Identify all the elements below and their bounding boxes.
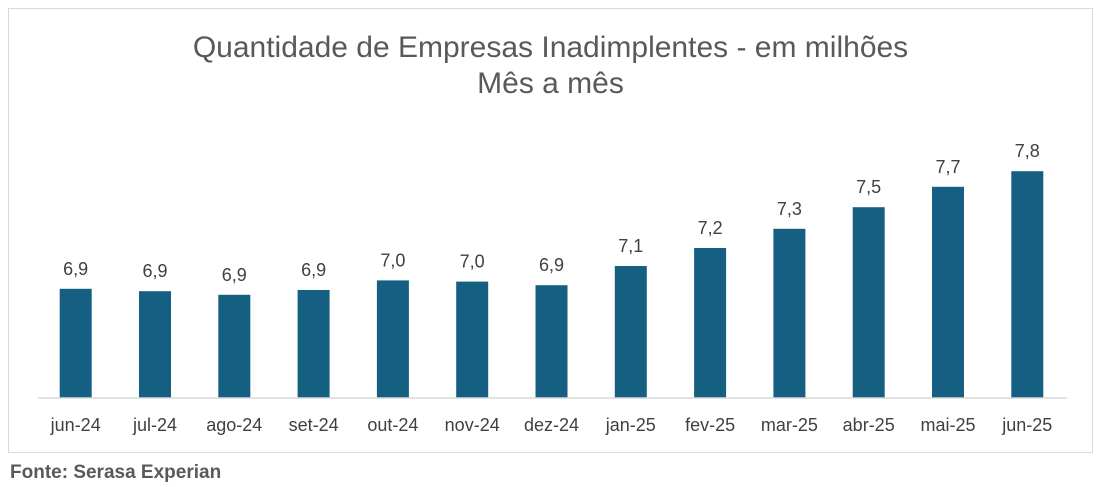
bar-jun-25 — [1011, 171, 1044, 398]
bar-abr-25 — [852, 207, 885, 398]
bar-nov-24 — [456, 281, 489, 398]
data-label-fev-25: 7,2 — [698, 218, 723, 238]
data-label-ago-24: 6,9 — [222, 265, 247, 285]
x-tick-label-set-24: set-24 — [289, 415, 339, 435]
chart-title: Quantidade de Empresas Inadimplentes - e… — [192, 31, 909, 64]
bars-group: 6,9 jun-24 6,9 jul-24 6,9 ago-24 6,9 set-24 7,0 o… — [50, 141, 1053, 435]
bar-jun-24 — [59, 288, 92, 398]
x-tick-label-nov-24: nov-24 — [445, 415, 500, 435]
x-tick-label-ago-24: ago-24 — [206, 415, 262, 435]
x-tick-label-fev-25: fev-25 — [685, 415, 735, 435]
data-label-jun-25: 7,8 — [1015, 141, 1040, 161]
chart-subtitle: Mês a mês — [477, 67, 624, 100]
bar-jan-25 — [614, 266, 647, 398]
data-label-jan-25: 7,1 — [618, 236, 643, 256]
bar-jul-24 — [139, 291, 171, 398]
x-tick-label-abr-25: abr-25 — [843, 415, 895, 435]
data-label-dez-24: 6,9 — [539, 255, 564, 275]
data-label-mai-25: 7,7 — [935, 157, 960, 177]
x-tick-label-jun-24: jun-24 — [50, 415, 101, 435]
data-label-jul-24: 6,9 — [142, 261, 167, 281]
bar-out-24 — [376, 280, 409, 398]
bar-mai-25 — [932, 186, 964, 398]
bar-dez-24 — [535, 285, 568, 398]
bar-ago-24 — [218, 294, 251, 398]
data-label-nov-24: 7,0 — [460, 252, 485, 272]
bar-fev-25 — [694, 248, 727, 398]
x-tick-label-jan-25: jan-25 — [605, 415, 656, 435]
data-label-abr-25: 7,5 — [856, 177, 881, 197]
bar-mar-25 — [773, 228, 806, 398]
x-tick-label-jun-25: jun-25 — [1001, 415, 1052, 435]
data-label-set-24: 6,9 — [301, 260, 326, 280]
x-tick-label-out-24: out-24 — [367, 415, 418, 435]
data-label-jun-24: 6,9 — [63, 259, 88, 279]
bar-set-24 — [297, 290, 330, 398]
x-tick-label-mar-25: mar-25 — [761, 415, 818, 435]
x-tick-label-jul-24: jul-24 — [132, 415, 177, 435]
data-label-mar-25: 7,3 — [777, 199, 802, 219]
x-tick-label-mai-25: mai-25 — [920, 415, 975, 435]
data-label-out-24: 7,0 — [380, 250, 405, 270]
x-tick-label-dez-24: dez-24 — [524, 415, 579, 435]
source-note: Fonte: Serasa Experian — [10, 462, 222, 483]
